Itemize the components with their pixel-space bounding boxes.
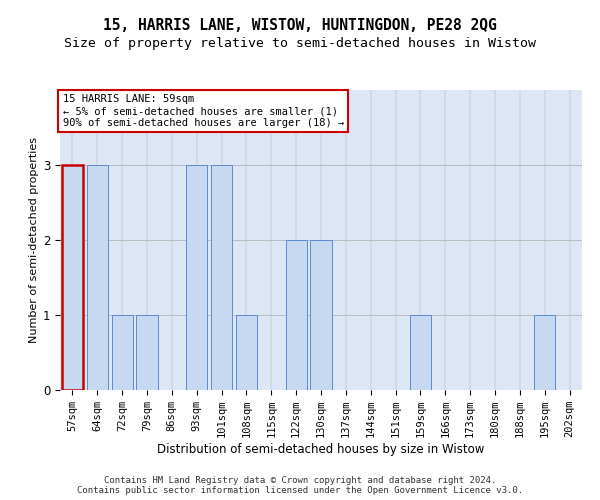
Bar (62, 165, 83, 390)
Bar (87, 165, 108, 390)
Bar (534, 315, 555, 390)
Bar (286, 240, 307, 390)
Bar (410, 315, 431, 390)
Bar (112, 315, 133, 390)
Text: 15, HARRIS LANE, WISTOW, HUNTINGDON, PE28 2QG: 15, HARRIS LANE, WISTOW, HUNTINGDON, PE2… (103, 18, 497, 32)
Bar (136, 315, 158, 390)
Bar (236, 315, 257, 390)
Text: 15 HARRIS LANE: 59sqm
← 5% of semi-detached houses are smaller (1)
90% of semi-d: 15 HARRIS LANE: 59sqm ← 5% of semi-detac… (62, 94, 344, 128)
Y-axis label: Number of semi-detached properties: Number of semi-detached properties (29, 137, 38, 343)
X-axis label: Distribution of semi-detached houses by size in Wistow: Distribution of semi-detached houses by … (157, 443, 485, 456)
Bar (310, 240, 332, 390)
Bar (211, 165, 232, 390)
Bar (186, 165, 207, 390)
Text: Contains HM Land Registry data © Crown copyright and database right 2024.
Contai: Contains HM Land Registry data © Crown c… (77, 476, 523, 495)
Text: Size of property relative to semi-detached houses in Wistow: Size of property relative to semi-detach… (64, 38, 536, 51)
